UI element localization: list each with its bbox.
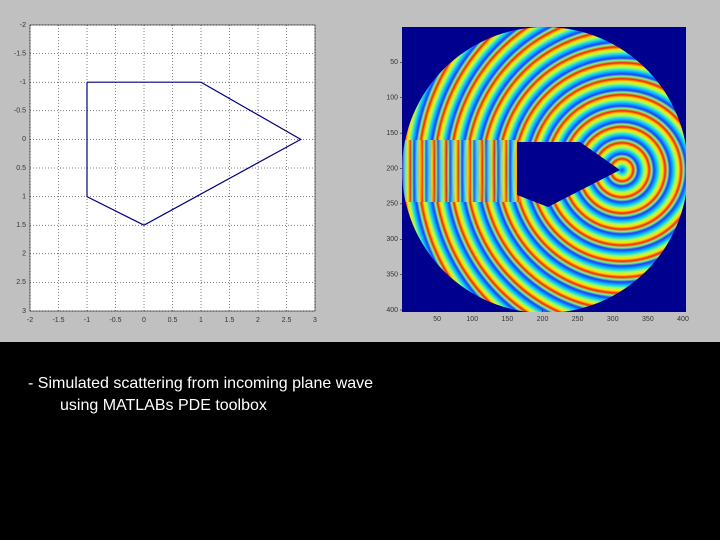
y-tick-label: 150 [386, 130, 398, 137]
wave-image [402, 27, 686, 312]
x-tick-label: 150 [502, 316, 514, 323]
x-tick-label: 350 [642, 316, 654, 323]
y-tick-label: 1.5 [16, 222, 26, 229]
x-tick-label: -0.5 [109, 317, 121, 324]
y-tick-label: -0.5 [14, 108, 26, 115]
x-tick-label: 50 [433, 316, 441, 323]
x-tick-label: -2 [27, 317, 33, 324]
x-tick-label: -1.5 [52, 317, 64, 324]
y-tick-label: -2 [20, 22, 26, 29]
y-tick-label: -1 [20, 79, 26, 86]
x-tick-label: 1.5 [225, 317, 235, 324]
y-tick-label: 0 [22, 136, 26, 143]
x-tick-label: 2 [256, 317, 260, 324]
plane-wave [402, 140, 520, 202]
y-tick-label: 0.5 [16, 165, 26, 172]
y-tick-label: 50 [390, 59, 398, 66]
y-tick-label: 3 [22, 308, 26, 315]
y-tick-label: 100 [386, 95, 398, 102]
y-tick-label: 2.5 [16, 279, 26, 286]
x-tick-label: 0.5 [168, 317, 178, 324]
x-tick-label: 300 [607, 316, 619, 323]
y-tick-label: 350 [386, 271, 398, 278]
x-tick-label: 0 [142, 317, 146, 324]
x-tick-label: 250 [572, 316, 584, 323]
y-tick-label: 2 [22, 251, 26, 258]
y-tick-label: 250 [386, 201, 398, 208]
caption-line: using MATLABs PDE toolbox [60, 397, 267, 414]
caption-line: - Simulated scattering from incoming pla… [28, 375, 373, 392]
x-tick-label: 400 [677, 316, 689, 323]
x-tick-label: -1 [84, 317, 90, 324]
x-tick-label: 100 [466, 316, 478, 323]
x-tick-label: 3 [313, 317, 317, 324]
x-tick-label: 200 [537, 316, 549, 323]
polygon-line [86, 81, 302, 226]
y-tick-label: -1.5 [14, 50, 26, 57]
y-tick-label: 1 [22, 193, 26, 200]
x-tick-label: 1 [199, 317, 203, 324]
x-tick-label: 2.5 [282, 317, 292, 324]
scatterer [517, 142, 620, 207]
y-tick-label: 200 [386, 165, 398, 172]
y-tick-label: 300 [386, 236, 398, 243]
y-tick-label: 400 [386, 307, 398, 314]
